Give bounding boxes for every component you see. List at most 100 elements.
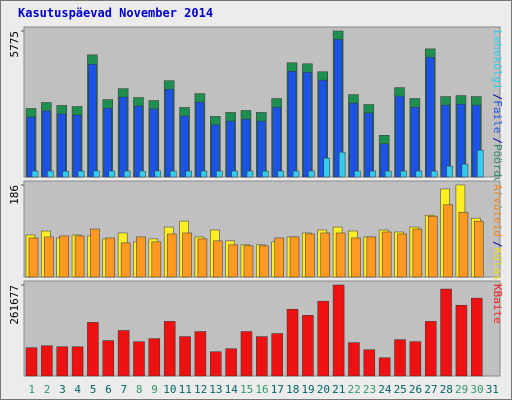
bar: [77, 170, 85, 178]
bar: [394, 339, 406, 377]
x-tick-label: 26: [409, 383, 422, 396]
y-tick-label: 261677: [8, 285, 21, 325]
legend-entry: Faile: [491, 100, 504, 133]
bar: [333, 39, 343, 178]
bar: [200, 170, 208, 178]
bar: [103, 107, 113, 178]
bar: [256, 336, 268, 377]
bar: [105, 237, 116, 278]
bar: [427, 215, 438, 278]
bar: [211, 124, 220, 178]
bar: [289, 236, 300, 278]
bar: [194, 331, 207, 377]
bar: [74, 235, 85, 278]
bar: [412, 228, 423, 278]
bar: [136, 236, 146, 278]
x-tick-label: 8: [136, 383, 143, 396]
bar: [87, 322, 99, 377]
bar: [216, 170, 223, 178]
bar: [318, 79, 327, 178]
x-tick-label: 20: [317, 383, 330, 396]
x-tick-label: 23: [363, 383, 376, 396]
bar: [456, 103, 466, 178]
x-tick-label: 13: [209, 383, 222, 396]
x-tick-label: 9: [151, 383, 158, 396]
bar: [182, 232, 192, 278]
bar: [338, 151, 346, 178]
bar: [335, 232, 346, 278]
bar: [262, 170, 269, 178]
bar: [72, 114, 82, 178]
bar: [471, 297, 483, 377]
bar: [379, 143, 389, 178]
bar: [441, 104, 450, 178]
bar: [395, 95, 404, 178]
legend-entry: KBaite: [491, 284, 504, 324]
bar: [185, 170, 192, 178]
bar: [195, 101, 205, 178]
x-tick-label: 31: [486, 383, 499, 396]
legend-separator: /: [491, 137, 504, 144]
bar: [163, 321, 176, 377]
bar: [287, 71, 297, 178]
legend-separator: /: [491, 241, 504, 248]
bar: [134, 105, 143, 178]
bar: [197, 238, 208, 278]
bar: [400, 170, 407, 178]
bar: [302, 315, 314, 377]
bar: [226, 120, 235, 178]
x-tick-label: 2: [44, 383, 51, 396]
bar: [228, 244, 238, 278]
bar: [56, 346, 68, 377]
bar: [363, 349, 376, 377]
bar: [166, 233, 177, 278]
bar: [410, 106, 420, 178]
x-tick-label: 16: [255, 383, 268, 396]
bar: [430, 170, 438, 178]
bar: [108, 170, 116, 178]
bar: [317, 300, 329, 377]
bar: [477, 149, 484, 178]
bar: [149, 108, 159, 178]
x-tick-label: 12: [194, 383, 207, 396]
bar: [425, 57, 435, 178]
legend: KBaite: [491, 284, 504, 324]
bar: [41, 345, 53, 377]
bar: [240, 331, 253, 377]
x-tick-label: 27: [424, 383, 437, 396]
bar: [118, 96, 128, 178]
bar: [123, 170, 131, 178]
x-tick-label: 10: [163, 383, 176, 396]
x-tick-label: 5: [90, 383, 97, 396]
bar: [274, 237, 284, 278]
x-tick-label: 19: [301, 383, 314, 396]
bar: [88, 63, 97, 178]
bar: [257, 120, 266, 178]
y-tick-label: 5775: [8, 31, 21, 58]
bar: [271, 333, 283, 377]
bar: [458, 211, 469, 278]
x-tick-label: 3: [59, 383, 66, 396]
bar: [286, 309, 299, 377]
bar: [369, 170, 377, 178]
bar: [303, 72, 312, 178]
bar: [384, 170, 392, 178]
bar: [151, 241, 162, 278]
y-tick-label: 186: [8, 185, 21, 205]
bar: [90, 228, 100, 278]
x-tick-label: 21: [332, 383, 345, 396]
bar: [71, 346, 84, 377]
x-tick-label: 1: [28, 383, 35, 396]
bar: [31, 170, 39, 178]
bar: [320, 232, 330, 278]
bar: [455, 304, 468, 377]
bar: [241, 118, 251, 178]
bar: [25, 347, 38, 377]
bar: [348, 342, 360, 377]
bar: [210, 351, 222, 377]
x-tick-label: 18: [286, 383, 299, 396]
x-tick-label: 15: [240, 383, 253, 396]
bar: [351, 237, 361, 278]
x-tick-label: 4: [74, 383, 81, 396]
bar: [139, 170, 146, 178]
